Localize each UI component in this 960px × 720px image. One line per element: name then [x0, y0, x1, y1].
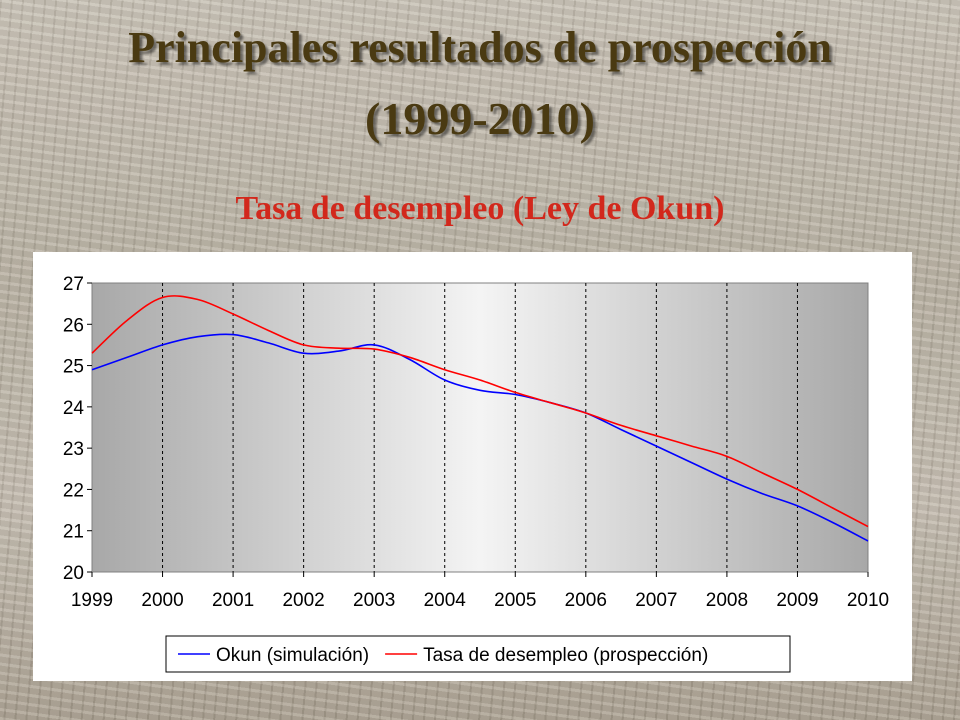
y-axis: 20 21 22 23 24 25 26 27	[63, 274, 92, 584]
legend: Okun (simulación) Tasa de desempleo (pros…	[165, 635, 791, 673]
x-tick-label: 2006	[565, 590, 607, 611]
legend-box	[165, 635, 791, 673]
x-tick-label: 2000	[141, 590, 183, 611]
y-tick-label: 25	[63, 357, 84, 378]
x-tick-label: 2001	[212, 590, 254, 611]
y-tick-label: 27	[63, 274, 84, 295]
y-tick-label: 21	[63, 522, 84, 543]
y-tick-label: 26	[63, 315, 84, 336]
legend-label-1: Tasa de desempleo (prospección)	[423, 645, 708, 666]
y-tick-label: 23	[63, 439, 84, 460]
series-line-0	[91, 333, 869, 542]
series-lines	[91, 295, 869, 542]
y-tick-label: 24	[63, 398, 85, 419]
x-tick-label: 2010	[847, 590, 889, 611]
x-tick-label: 2004	[424, 590, 467, 611]
x-axis: 1999 2000 2001 2002 2003 2004 2005 2006 2007 2008…	[71, 572, 889, 611]
x-tick-label: 2009	[776, 590, 818, 611]
chart-subtitle: Tasa de desempleo (Ley de Okun)	[235, 190, 725, 227]
x-tick-label: 2003	[353, 590, 395, 611]
series-line-1	[91, 295, 869, 528]
y-tick-label: 20	[63, 563, 84, 584]
slide-title-line1: Principales resultados de prospección	[128, 23, 832, 72]
x-tick-label: 1999	[71, 590, 113, 611]
grid-lines	[162, 283, 798, 572]
line-chart: 1999 2000 2001 2002 2003 2004 2005 2006 2007 2008…	[63, 274, 889, 673]
x-tick-label: 2007	[635, 590, 677, 611]
slide-title-line2: (1999-2010)	[365, 93, 595, 144]
legend-label-0: Okun (simulación)	[216, 645, 369, 666]
x-tick-label: 2002	[282, 590, 324, 611]
plot-area	[91, 282, 869, 573]
chart-panel: 1999 2000 2001 2002 2003 2004 2005 2006 2007 2008…	[33, 252, 912, 681]
y-tick-label: 22	[63, 480, 84, 501]
x-tick-label: 2008	[706, 590, 748, 611]
x-tick-label: 2005	[494, 590, 536, 611]
